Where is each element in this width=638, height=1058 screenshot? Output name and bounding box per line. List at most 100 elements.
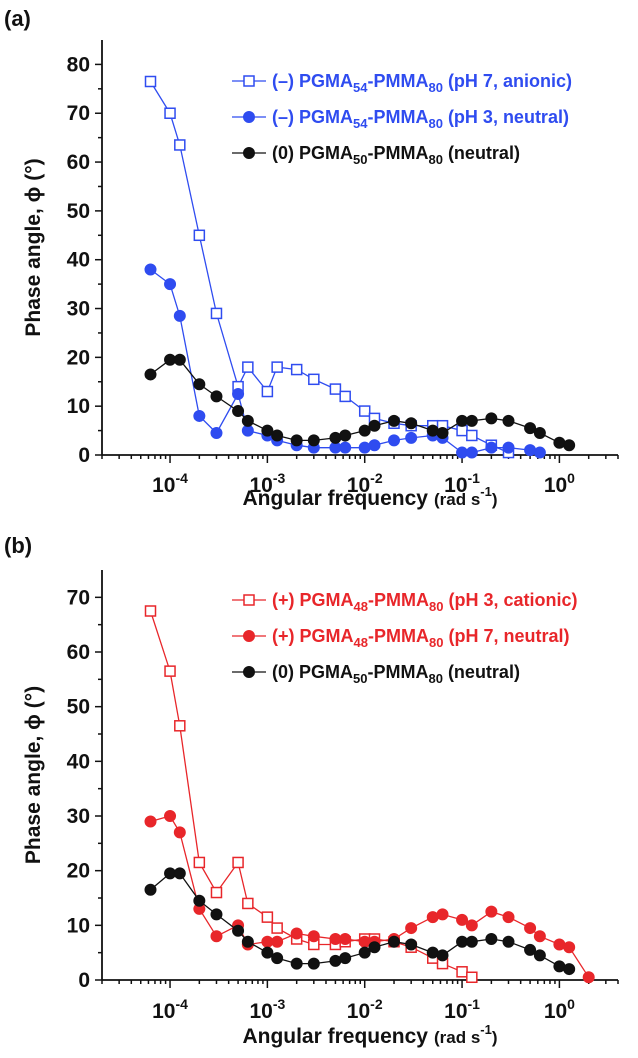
data-point xyxy=(405,431,418,444)
data-point xyxy=(426,911,439,924)
data-point xyxy=(210,886,223,899)
data-point xyxy=(193,856,206,869)
data-point xyxy=(242,897,254,910)
data-point xyxy=(339,429,352,442)
data-point xyxy=(173,826,186,839)
data-point xyxy=(426,946,439,959)
data-point xyxy=(232,856,244,869)
legend-label: (+) PGMA48-PMMA80 (pH 3, cationic) xyxy=(272,590,577,614)
data-point xyxy=(388,935,401,948)
data-point xyxy=(261,424,274,437)
data-point xyxy=(232,387,245,400)
data-point xyxy=(436,908,449,921)
x-axis-title: Angular frequency (rad s-1) xyxy=(242,1022,497,1048)
y-axis-title: Phase angle, ϕ (°) xyxy=(22,158,45,336)
legend-label: (–) PGMA54-PMMA80 (pH 7, anionic) xyxy=(272,71,572,95)
series-line xyxy=(150,268,541,454)
legend-marker xyxy=(243,666,255,678)
data-point xyxy=(174,139,186,151)
data-point xyxy=(533,949,546,962)
data-point xyxy=(210,930,223,943)
data-point xyxy=(553,436,566,449)
x-tick-label: 10-4 xyxy=(152,470,188,497)
data-point xyxy=(358,441,371,454)
data-point xyxy=(232,405,245,418)
x-tick-label: 100 xyxy=(544,470,575,497)
series-line xyxy=(149,81,509,454)
data-point xyxy=(485,905,498,918)
data-point xyxy=(368,419,381,432)
data-point xyxy=(271,935,284,948)
data-point xyxy=(144,815,157,828)
data-point xyxy=(358,946,371,959)
data-point xyxy=(307,434,320,447)
data-point xyxy=(261,911,274,923)
data-point xyxy=(290,434,303,447)
data-point xyxy=(290,927,303,940)
y-tick-label: 50 xyxy=(67,200,90,223)
data-point xyxy=(241,414,254,427)
data-point xyxy=(405,938,418,951)
data-point xyxy=(436,949,449,962)
data-point xyxy=(329,954,342,967)
legend-label: (+) PGMA48-PMMA80 (pH 7, neutral) xyxy=(272,626,569,650)
data-point xyxy=(144,263,157,276)
data-point xyxy=(485,441,498,454)
x-tick-label: 10-3 xyxy=(249,470,285,497)
data-point xyxy=(502,441,515,454)
data-point xyxy=(144,883,157,896)
x-tick-label: 10-4 xyxy=(152,996,188,1023)
data-point xyxy=(388,434,401,447)
data-point xyxy=(466,429,478,442)
data-point xyxy=(502,414,515,427)
x-tick-label: 10-3 xyxy=(249,996,285,1023)
data-point xyxy=(261,385,274,398)
data-point xyxy=(308,373,320,386)
legend-marker xyxy=(243,111,255,123)
data-point xyxy=(533,930,546,943)
series-3 xyxy=(144,867,576,976)
y-tick-label: 40 xyxy=(67,750,90,773)
data-point xyxy=(173,867,186,880)
y-tick-label: 80 xyxy=(67,53,90,76)
legend-marker xyxy=(243,147,255,159)
data-point xyxy=(563,963,576,976)
data-point xyxy=(465,935,478,948)
data-point xyxy=(242,361,254,373)
data-point xyxy=(193,378,206,391)
data-point xyxy=(358,424,371,437)
data-point xyxy=(144,605,157,617)
data-point xyxy=(358,405,371,417)
data-point xyxy=(329,383,342,395)
data-point xyxy=(582,971,595,984)
data-point xyxy=(290,363,303,376)
series-2 xyxy=(144,263,546,459)
y-tick-label: 0 xyxy=(78,969,90,992)
data-point xyxy=(465,446,478,459)
panel-label: (a) xyxy=(4,6,31,31)
data-point xyxy=(339,952,352,965)
legend-entry: (+) PGMA48-PMMA80 (pH 3, cationic) xyxy=(232,590,577,614)
legend-marker xyxy=(243,630,255,642)
legend-marker xyxy=(243,75,255,87)
data-point xyxy=(485,412,498,425)
data-point xyxy=(456,966,468,978)
data-point xyxy=(563,941,576,954)
data-point xyxy=(271,952,284,965)
data-point xyxy=(290,957,303,970)
legend-entry: (0) PGMA50-PMMA80 (neutral) xyxy=(232,143,520,167)
data-point xyxy=(524,943,537,956)
data-point xyxy=(502,935,515,948)
data-point xyxy=(436,427,449,440)
legend-entry: (–) PGMA54-PMMA80 (pH 3, neutral) xyxy=(232,107,569,131)
data-point xyxy=(232,924,245,937)
x-tick-label: 10-2 xyxy=(347,996,383,1023)
y-tick-label: 20 xyxy=(67,860,90,883)
data-point xyxy=(210,427,223,440)
y-tick-label: 60 xyxy=(67,641,90,664)
data-point xyxy=(405,417,418,430)
x-axis-title: Angular frequency (rad s-1) xyxy=(242,484,497,510)
data-point xyxy=(466,971,478,984)
data-point xyxy=(339,933,352,945)
